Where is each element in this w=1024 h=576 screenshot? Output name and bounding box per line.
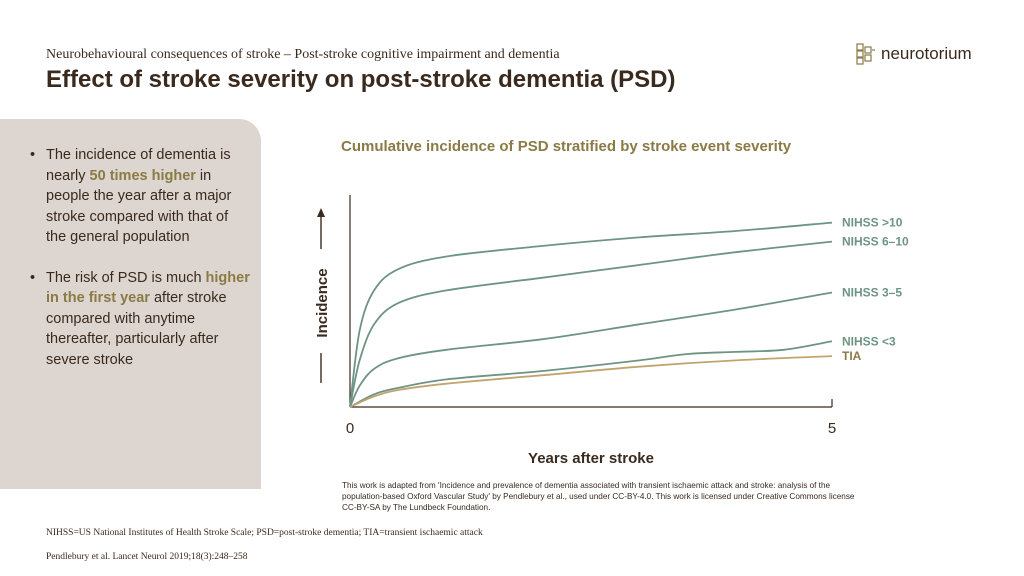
series-label: NIHSS <3 — [842, 334, 896, 348]
chart-title: Cumulative incidence of PSD stratified b… — [341, 138, 792, 155]
series-label: NIHSS 6–10 — [842, 235, 909, 249]
series-label: NIHSS >10 — [842, 216, 903, 230]
series-line — [349, 340, 833, 408]
footnote-reference: Pendlebury et al. Lancet Neurol 2019;18(… — [46, 552, 248, 562]
series-line — [349, 221, 833, 408]
supertitle: Neurobehavioural consequences of stroke … — [46, 47, 560, 62]
neurotorium-logo-icon — [856, 43, 875, 65]
y-axis-arrow-icon — [317, 208, 325, 217]
bullet-text: after stroke compared with anytime there… — [46, 290, 227, 368]
bullet-text: The incidence of dementia is nearly — [46, 147, 231, 184]
series-line — [349, 291, 833, 408]
bullet-list: The incidence of dementia is nearly 50 t… — [30, 145, 250, 390]
series-label: NIHSS 3–5 — [842, 286, 902, 300]
bullet-highlight: 50 times higher — [89, 167, 196, 184]
y-axis-label: Incidence — [314, 268, 331, 337]
logo: neurotorium — [856, 43, 972, 65]
x-axis-label: Years after stroke — [528, 450, 654, 467]
series-line — [349, 355, 833, 408]
bullet-text: The risk of PSD is much — [46, 269, 206, 286]
footnote-abbreviations: NIHSS=US National Institutes of Health S… — [46, 528, 483, 538]
series-line — [349, 240, 833, 408]
incidence-chart: Incidence 0 5 Years after stroke NIHSS >10 NI… — [314, 195, 909, 467]
x-tick-label: 5 — [828, 420, 836, 437]
bullet-item: The risk of PSD is much higher in the fi… — [30, 268, 250, 371]
bullet-highlight: higher in the first year — [46, 269, 250, 307]
series-label: TIA — [842, 349, 862, 363]
logo-text: neurotorium — [881, 44, 972, 63]
bullet-item: The incidence of dementia is nearly 50 t… — [30, 145, 250, 248]
credit-text: This work is adapted from 'Incidence and… — [342, 481, 855, 512]
x-tick-label: 0 — [346, 420, 354, 437]
page-title: Effect of stroke severity on post-stroke… — [46, 66, 676, 93]
bullet-text: in people the year after a major stroke … — [46, 167, 232, 246]
